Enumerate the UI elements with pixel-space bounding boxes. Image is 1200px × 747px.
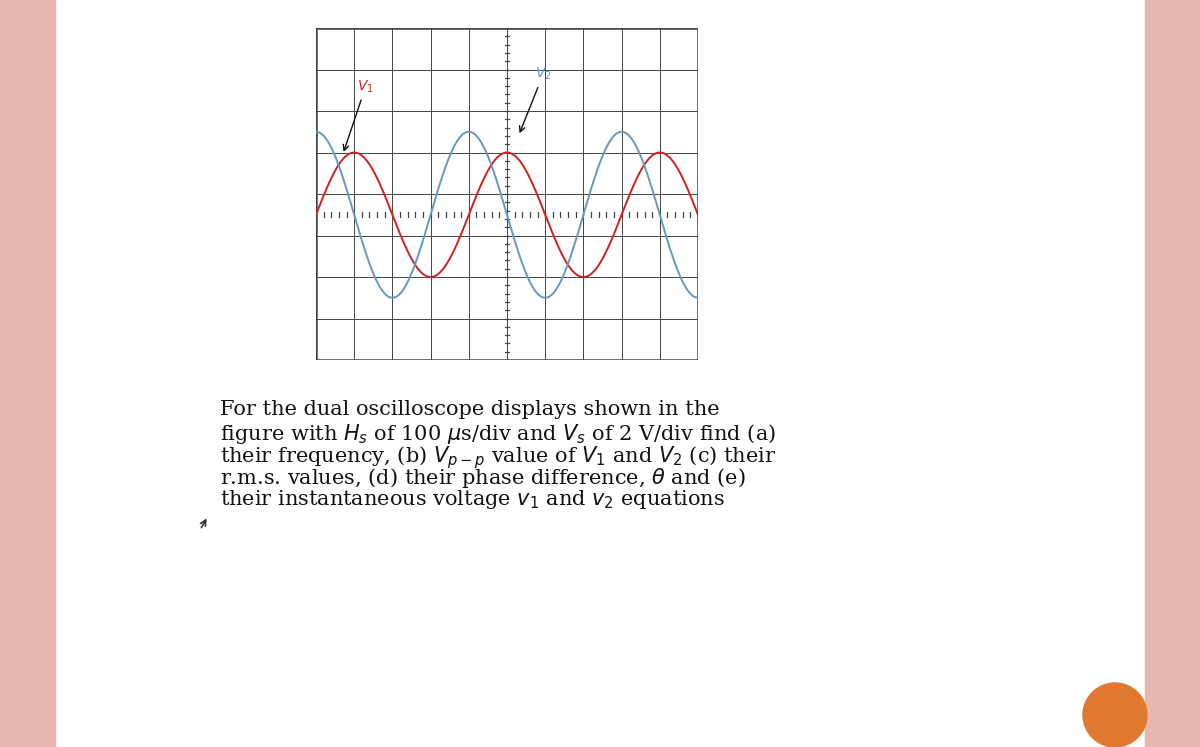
Text: $\mathit{V}_1$: $\mathit{V}_1$ [343,78,374,150]
Text: For the dual oscilloscope displays shown in the: For the dual oscilloscope displays shown… [220,400,720,419]
Text: $\mathit{V}_2$: $\mathit{V}_2$ [520,66,552,132]
Circle shape [1084,683,1147,747]
Bar [0,0,55,747]
Text: figure with $H_s$ of 100 $\mu$s/div and $V_s$ of 2 V/div find (a): figure with $H_s$ of 100 $\mu$s/div and … [220,422,776,446]
Text: their frequency, (b) $V_{p-p}$ value of $V_1$ and $V_2$ (c) their: their frequency, (b) $V_{p-p}$ value of … [220,444,776,471]
Text: r.m.s. values, (d) their phase difference, $\theta$ and (e): r.m.s. values, (d) their phase differenc… [220,466,745,490]
Bar [1145,0,1200,747]
Text: their instantaneous voltage $v_1$ and $v_2$ equations: their instantaneous voltage $v_1$ and $v… [220,488,725,511]
